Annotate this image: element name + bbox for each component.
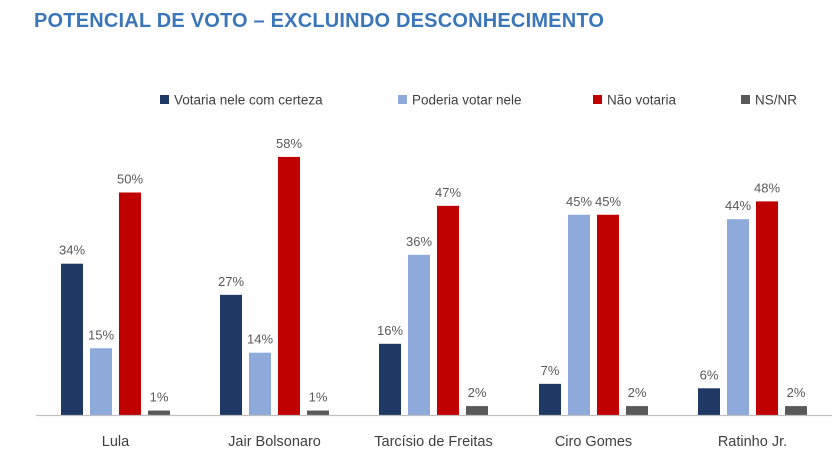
data-label-3-series-3: 47%	[435, 185, 461, 200]
data-label-1-series-3: 50%	[117, 172, 143, 187]
data-label-4-series-3: 45%	[595, 194, 621, 209]
legend-swatch-3	[593, 95, 602, 104]
bar-3-series-2	[408, 254, 430, 415]
bar-2-series-1	[220, 294, 242, 415]
bar-3-series-3	[437, 205, 459, 415]
category-label-1: Lula	[102, 434, 130, 450]
legend-label-3: Não votaria	[607, 93, 677, 108]
data-label-2-series-1: 27%	[218, 274, 244, 289]
data-label-5-series-1: 6%	[700, 367, 719, 382]
data-label-4-series-4: 2%	[628, 385, 647, 400]
bar-1-series-2	[90, 348, 112, 415]
bars-layer	[61, 156, 807, 415]
bar-1-series-4	[148, 410, 170, 415]
category-label-2: Jair Bolsonaro	[228, 434, 321, 450]
data-label-2-series-3: 58%	[276, 136, 302, 151]
data-label-3-series-2: 36%	[406, 234, 432, 249]
bar-2-series-3	[278, 156, 300, 415]
data-label-3-series-1: 16%	[377, 323, 403, 338]
data-label-1-series-4: 1%	[150, 390, 169, 405]
data-label-5-series-4: 2%	[787, 385, 806, 400]
bar-3-series-1	[379, 343, 401, 415]
bar-1-series-3	[119, 192, 141, 415]
category-label-5: Ratinho Jr.	[718, 434, 787, 450]
legend-label-1: Votaria nele com certeza	[174, 93, 323, 108]
data-label-2-series-4: 1%	[309, 390, 328, 405]
legend: Votaria nele com certeza Poderia votar ne…	[160, 93, 797, 108]
bar-4-series-1	[539, 383, 561, 415]
bar-3-series-4	[466, 406, 488, 415]
category-label-3: Tarcísio de Freitas	[374, 434, 492, 450]
legend-swatch-2	[398, 95, 407, 104]
chart-title: POTENCIAL DE VOTO – EXCLUINDO DESCONHECI…	[34, 10, 605, 32]
data-label-4-series-2: 45%	[566, 194, 592, 209]
data-label-5-series-2: 44%	[725, 198, 751, 213]
category-labels-layer: Lula Jair Bolsonaro Tarcísio de Freitas Cir…	[102, 434, 787, 450]
legend-swatch-1	[160, 95, 169, 104]
bar-4-series-4	[626, 406, 648, 415]
category-label-4: Ciro Gomes	[555, 434, 632, 450]
data-label-1-series-2: 15%	[88, 327, 114, 342]
bar-5-series-3	[756, 201, 778, 415]
bar-5-series-4	[785, 406, 807, 415]
legend-swatch-4	[741, 95, 750, 104]
bar-2-series-2	[249, 352, 271, 415]
data-label-1-series-1: 34%	[59, 243, 85, 258]
data-label-3-series-4: 2%	[468, 385, 487, 400]
data-label-5-series-3: 48%	[754, 180, 780, 195]
data-label-2-series-2: 14%	[247, 332, 273, 347]
bar-2-series-4	[307, 410, 329, 415]
legend-label-4: NS/NR	[755, 93, 797, 108]
bar-1-series-1	[61, 263, 83, 415]
bar-5-series-1	[698, 388, 720, 415]
bar-5-series-2	[727, 219, 749, 415]
legend-label-2: Poderia votar nele	[412, 93, 522, 108]
bar-4-series-3	[597, 214, 619, 415]
data-label-4-series-1: 7%	[541, 363, 560, 378]
bar-4-series-2	[568, 214, 590, 415]
value-labels-layer: 34% 15% 50% 1% 27% 14% 58% 1% 16% 36% 47% 2% 7% 45% 45…	[59, 136, 806, 405]
